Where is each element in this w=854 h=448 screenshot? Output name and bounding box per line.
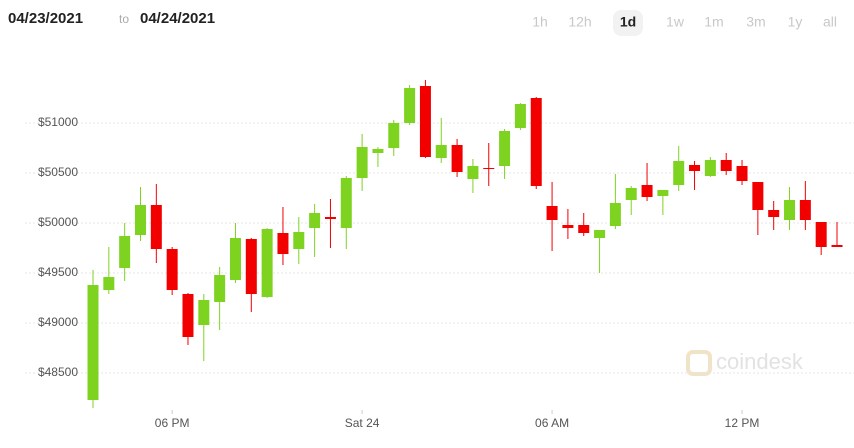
range-button[interactable]: 3m (746, 14, 765, 30)
candle-body (689, 165, 701, 171)
candle-body (578, 225, 590, 233)
range-button[interactable]: 1h (532, 14, 548, 30)
candle-body (752, 182, 764, 210)
y-tick-label: $48500 (38, 365, 78, 379)
x-tick-label: 06 AM (535, 416, 569, 430)
y-tick-label: $50000 (38, 215, 78, 229)
candle-body (261, 229, 273, 297)
candle-body (404, 88, 416, 123)
y-tick-label: $49500 (38, 265, 78, 279)
range-active-bg (613, 10, 643, 36)
candle-body (530, 98, 542, 186)
y-tick-label: $51000 (38, 115, 78, 129)
candle-body (594, 230, 606, 238)
candle-body (372, 149, 384, 153)
candle-body (562, 225, 574, 228)
candle-body (483, 168, 495, 169)
candle-body (134, 205, 146, 235)
candle-body (673, 161, 685, 185)
candle-body (784, 200, 796, 220)
y-tick-label: $49000 (38, 315, 78, 329)
candle-body (720, 160, 732, 171)
candle-body (309, 213, 321, 228)
candle-body (435, 145, 447, 158)
candle-body (625, 188, 637, 200)
candle-body (119, 236, 131, 268)
watermark: coindesk (686, 349, 804, 376)
date-to: 04/24/2021 (140, 10, 215, 27)
candle-body (768, 210, 780, 217)
candle-body (609, 203, 621, 226)
candle-body (214, 275, 226, 302)
candle-body (499, 131, 511, 166)
candle-body (704, 160, 716, 176)
range-button[interactable]: all (823, 14, 837, 30)
y-tick-label: $50500 (38, 165, 78, 179)
candle-body (546, 206, 558, 220)
candle-body (831, 245, 843, 247)
x-tick-label: 12 PM (725, 416, 760, 430)
candle-body (356, 147, 368, 178)
range-button[interactable]: 1y (788, 14, 803, 30)
candle-body (514, 104, 526, 128)
candle-body (182, 294, 194, 337)
candle-body (229, 238, 241, 280)
candle-body (419, 86, 431, 157)
candle-body (451, 145, 463, 172)
date-from: 04/23/2021 (8, 10, 83, 27)
candle-body (799, 200, 811, 220)
candle-body (340, 178, 352, 228)
candle-body (87, 285, 99, 400)
candle-body (293, 232, 305, 249)
candle-body (467, 166, 479, 179)
candle-body (166, 249, 178, 290)
candle-body (198, 300, 210, 325)
date-to-word: to (119, 12, 129, 26)
x-tick-label: 06 PM (155, 416, 190, 430)
range-button[interactable]: 1w (666, 14, 685, 30)
candle-body (815, 222, 827, 247)
candle-body (103, 277, 115, 290)
candle-body (736, 166, 748, 181)
watermark-icon (686, 350, 712, 376)
range-button[interactable]: 1m (704, 14, 723, 30)
candle-body (641, 185, 653, 197)
candle-body (657, 190, 669, 196)
candle-body (277, 233, 289, 254)
x-tick-label: Sat 24 (345, 416, 380, 430)
range-button[interactable]: 1d (620, 14, 636, 30)
candle-body (245, 239, 257, 294)
range-button[interactable]: 12h (568, 14, 591, 30)
candle-body (388, 123, 400, 148)
watermark-text: coindesk (716, 349, 804, 374)
candle-body (150, 205, 162, 249)
candle-body (324, 217, 336, 219)
